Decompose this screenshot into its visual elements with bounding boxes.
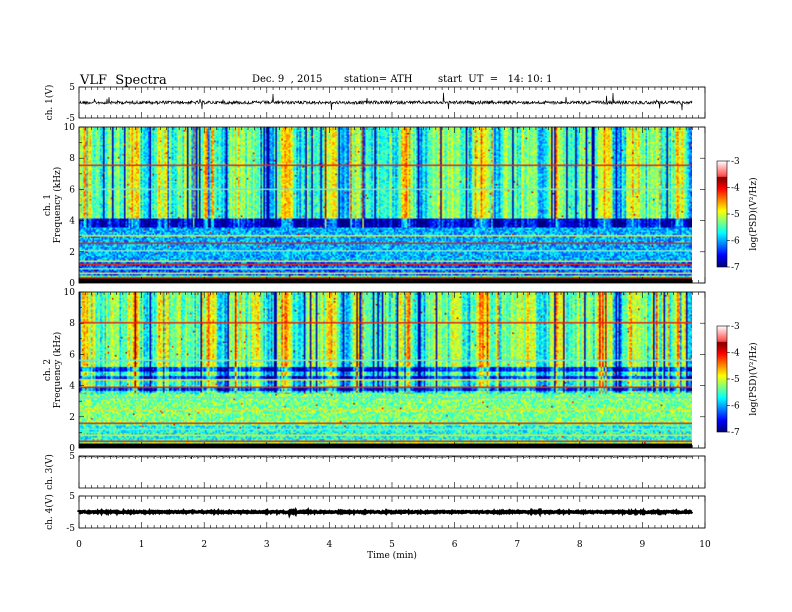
spectrogram-images — [79, 127, 727, 448]
y-axis-label-1-frequency: Frequency (kHz) — [52, 167, 63, 244]
y-axis-label-0: ch. 1(V) — [44, 85, 55, 121]
x-tick-label-9: 9 — [640, 540, 646, 550]
y-tick-label-1-5: 10 — [64, 123, 76, 133]
colorbar-tick-label-1-3: -6 — [731, 237, 740, 247]
x-tick-label-8: 8 — [577, 540, 583, 550]
y-axis-label-4: ch. 4(V) — [44, 494, 55, 530]
x-tick-label-4: 4 — [327, 540, 333, 550]
waveform-4 — [77, 506, 694, 519]
y-axis-label-2-frequency: Frequency (kHz) — [52, 332, 63, 409]
chart-title: VLF Spectra — [80, 73, 167, 88]
x-tick-label-3: 3 — [264, 540, 270, 550]
y-axis-label-1-channel: ch. 1 — [43, 194, 53, 216]
y-tick-label-4-0: 5 — [69, 492, 75, 502]
x-tick-label-10: 10 — [699, 540, 711, 550]
y-tick-label-2-3: 6 — [69, 350, 75, 360]
y-tick-label-2-2: 4 — [69, 382, 75, 392]
panel-frames — [78, 86, 730, 529]
y-tick-label-1-2: 4 — [69, 217, 75, 227]
start-time-label: start UT = 14: 10: 1 — [438, 74, 553, 85]
colorbar-tick-label-2-1: -4 — [731, 349, 740, 359]
colorbar-2 — [717, 326, 727, 432]
x-tick-label-5: 5 — [389, 540, 395, 550]
waveform-3 — [78, 454, 693, 460]
axis-labels: 5 -5 ch. 1(V) -3 -4 -5 -6 -7 log(PSD)(V²/Hz) 0 2 4 6… — [43, 83, 759, 561]
colorbar-tick-label-1-4: -7 — [731, 263, 740, 273]
y-tick-label-0-1: -5 — [66, 114, 75, 124]
y-tick-label-2-4: 8 — [69, 319, 75, 329]
x-tick-label-1: 1 — [139, 540, 145, 550]
y-tick-label-4-1: -5 — [66, 524, 75, 534]
y-tick-label-2-0: 0 — [69, 444, 75, 454]
y-tick-label-0-0: 5 — [69, 83, 75, 93]
x-axis-label: Time (min) — [367, 550, 417, 561]
waveform-lines — [77, 92, 694, 519]
x-tick-label-0: 0 — [76, 540, 82, 550]
colorbar-label-1: log(PSD)(V²/Hz) — [748, 177, 759, 250]
x-tick-label-2: 2 — [201, 540, 207, 550]
y-tick-label-1-1: 2 — [69, 248, 75, 258]
spectrogram-2 — [79, 292, 692, 448]
colorbar-tick-label-1-2: -5 — [731, 210, 740, 220]
spectrogram-1 — [79, 127, 692, 283]
colorbar-tick-label-2-3: -6 — [731, 402, 740, 412]
waveform-0 — [78, 92, 693, 111]
y-axis-label-3: ch. 3(V) — [44, 454, 55, 490]
y-tick-label-1-3: 6 — [69, 185, 75, 195]
station-label: station= ATH — [344, 74, 413, 85]
x-tick-label-6: 6 — [452, 540, 458, 550]
y-tick-label-2-1: 2 — [69, 413, 75, 423]
y-tick-label-3-0: 5 — [69, 452, 75, 462]
colorbar-tick-label-1-0: -3 — [731, 157, 740, 167]
date-label: Dec. 9 , 2015 — [252, 74, 323, 85]
colorbar-tick-label-1-1: -4 — [731, 184, 740, 194]
colorbar-label-2: log(PSD)(V²/Hz) — [748, 342, 759, 415]
y-axis-label-2-channel: ch. 2 — [43, 359, 53, 381]
colorbar-tick-label-2-2: -5 — [731, 375, 740, 385]
colorbar-1 — [717, 161, 727, 267]
y-tick-label-2-5: 10 — [64, 288, 76, 298]
x-tick-label-7: 7 — [514, 540, 520, 550]
colorbar-tick-label-2-4: -7 — [731, 428, 740, 438]
colorbar-tick-label-2-0: -3 — [731, 322, 740, 332]
y-tick-label-1-4: 8 — [69, 154, 75, 164]
y-tick-label-1-0: 0 — [69, 279, 75, 289]
